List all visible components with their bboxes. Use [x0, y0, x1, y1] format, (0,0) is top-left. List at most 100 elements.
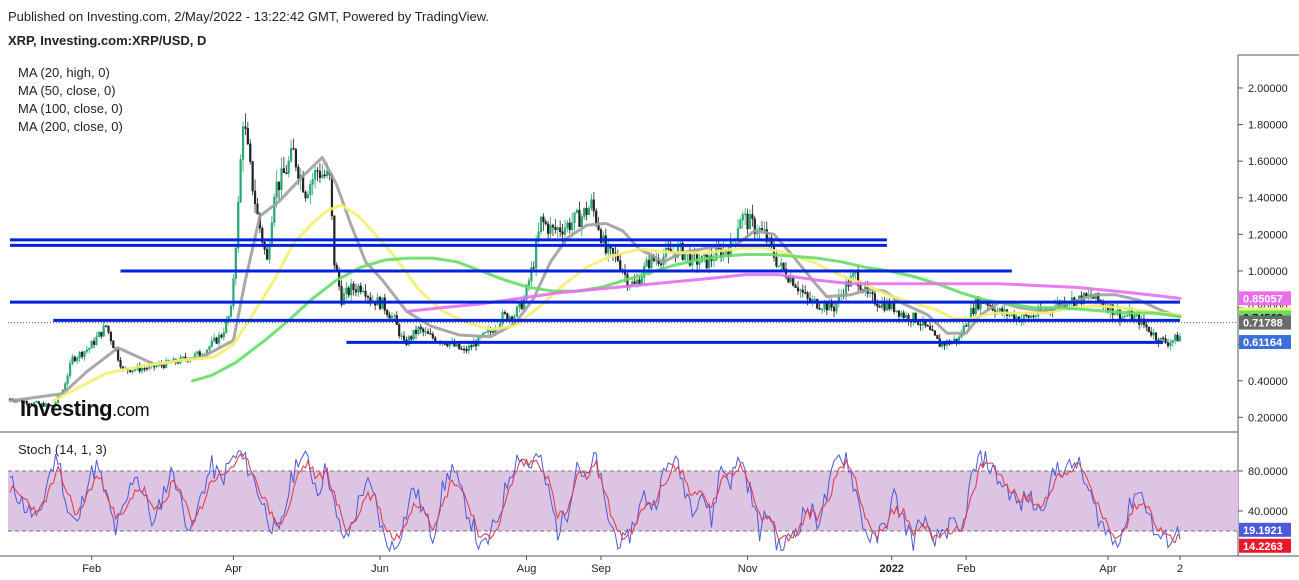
- price-label-text: 0.85057: [1243, 293, 1283, 305]
- candle-body: [1085, 292, 1088, 297]
- candle-body: [977, 298, 980, 310]
- candle-body: [1032, 315, 1035, 318]
- candle-body: [806, 292, 809, 299]
- candle-body: [931, 329, 934, 332]
- candle-body: [820, 308, 824, 311]
- candle-body: [1145, 324, 1148, 328]
- candle-body: [919, 324, 922, 326]
- candle-body: [765, 229, 768, 242]
- candle-body: [780, 262, 783, 266]
- price-label-text: 0.61164: [1243, 337, 1283, 349]
- candle-body: [311, 178, 314, 185]
- candle-body: [705, 254, 708, 269]
- candle-body: [25, 400, 28, 405]
- candle-body: [237, 201, 240, 249]
- candle-body: [131, 370, 134, 373]
- candle-body: [222, 332, 225, 338]
- candle-body: [102, 325, 105, 337]
- candle-body: [400, 335, 403, 337]
- candle-body: [318, 170, 322, 178]
- candle-body: [340, 285, 343, 305]
- time-tick-label: Feb: [82, 563, 101, 575]
- candle-body: [561, 231, 564, 235]
- candle-body: [470, 345, 473, 348]
- ma200-legend: MA (200, close, 0): [18, 119, 123, 134]
- stoch-tick-label: 80.0000: [1248, 466, 1288, 478]
- candle-body: [465, 348, 468, 352]
- candle-body: [229, 305, 233, 317]
- price-tick-label: 1.60000: [1248, 156, 1288, 168]
- price-label-text: 0.71788: [1243, 318, 1283, 330]
- price-tick-label: 0.20000: [1248, 412, 1288, 424]
- candle-body: [277, 181, 281, 190]
- candle-body: [268, 245, 271, 260]
- candle-body: [253, 190, 257, 205]
- candle-body: [410, 336, 413, 340]
- candle-body: [998, 308, 1001, 312]
- candle-body: [35, 401, 38, 403]
- candle-body: [578, 209, 581, 227]
- candle-body: [542, 216, 545, 223]
- candle-body: [414, 329, 418, 335]
- candle-body: [282, 168, 285, 174]
- candle-body: [73, 356, 76, 362]
- candle-body: [566, 222, 569, 229]
- candle-body: [326, 171, 329, 177]
- candle-body: [801, 289, 804, 293]
- stoch-d-label: 14.2263: [1243, 541, 1283, 553]
- candle-body: [446, 344, 449, 347]
- candle-body: [530, 267, 533, 282]
- price-label-box: [1239, 335, 1291, 350]
- candle-body: [571, 222, 574, 230]
- candle-body: [813, 298, 816, 301]
- candle-body: [929, 326, 932, 331]
- candle-body: [249, 143, 252, 162]
- candle-body: [155, 365, 158, 368]
- candle-body: [145, 368, 149, 370]
- candle-body: [213, 337, 216, 342]
- candle-body: [383, 297, 386, 311]
- candle-body: [30, 403, 33, 405]
- candle-body: [107, 325, 110, 333]
- price-tick-label: 2.00000: [1248, 83, 1288, 95]
- candle-body: [503, 312, 506, 314]
- candle-body: [448, 343, 451, 347]
- candle-body: [28, 403, 31, 405]
- candle-body: [431, 333, 434, 339]
- candle-body: [1025, 314, 1028, 316]
- price-tick-label: 1.00000: [1248, 266, 1288, 278]
- candle-body: [1111, 304, 1114, 315]
- candle-body: [234, 247, 237, 280]
- candle-body: [71, 356, 74, 364]
- candle-body: [462, 348, 466, 351]
- candle-body: [575, 209, 579, 213]
- candle-body: [112, 340, 115, 349]
- candle-body: [640, 276, 643, 285]
- candle-body: [386, 310, 389, 316]
- candle-body: [595, 210, 598, 224]
- candle-body: [1135, 314, 1138, 317]
- candle-body: [208, 346, 211, 351]
- candle-body: [289, 148, 293, 162]
- candle-body: [366, 296, 370, 298]
- price-tick-label: 0.40000: [1248, 376, 1288, 388]
- candle-body: [321, 174, 324, 178]
- candle-body: [109, 331, 112, 342]
- candle-body: [129, 370, 132, 373]
- candle-body: [162, 365, 165, 368]
- candle-body: [239, 159, 242, 203]
- candle-body: [989, 304, 992, 307]
- candle-body: [1164, 338, 1167, 343]
- candle-body: [261, 227, 264, 243]
- candle-body: [275, 181, 278, 198]
- candle-body: [306, 194, 309, 199]
- candle-body: [292, 148, 295, 150]
- candle-body: [270, 222, 273, 247]
- candle-body: [967, 321, 970, 327]
- candle-body: [746, 213, 749, 230]
- candle-body: [607, 245, 610, 254]
- candle-body: [220, 334, 223, 338]
- candle-body: [871, 292, 874, 294]
- candles: [8, 113, 1182, 408]
